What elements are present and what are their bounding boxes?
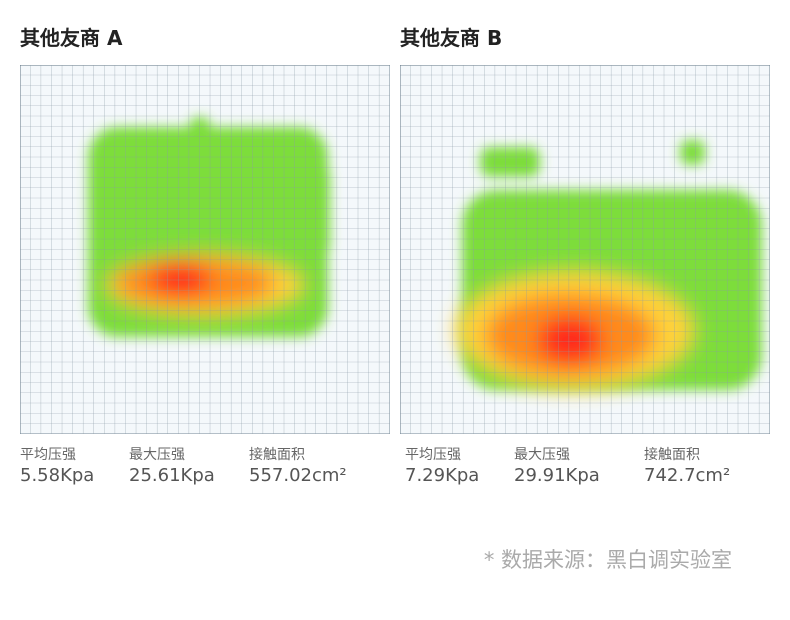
heatmap xyxy=(20,65,390,434)
stat-value: 5.58Kpa xyxy=(20,465,95,486)
stat-label: 平均压强 xyxy=(405,447,461,463)
footnote: * 数据来源：黑白调实验室 xyxy=(483,548,732,572)
stat-label: 平均压强 xyxy=(20,447,76,463)
stat-value: 25.61Kpa xyxy=(129,465,215,486)
stat-value: 557.02cm² xyxy=(249,465,347,486)
heatmap xyxy=(400,65,770,434)
panel-title: 其他友商 A xyxy=(20,26,123,50)
grid xyxy=(20,65,390,434)
stat-label: 接触面积 xyxy=(644,447,700,463)
grid xyxy=(400,65,770,434)
stat-value: 29.91Kpa xyxy=(514,465,600,486)
stat-value: 7.29Kpa xyxy=(405,465,480,486)
stat-label: 接触面积 xyxy=(249,447,305,463)
stat-value: 742.7cm² xyxy=(644,465,731,486)
panel-title: 其他友商 B xyxy=(400,26,503,50)
stat-label: 最大压强 xyxy=(514,447,570,463)
stat-label: 最大压强 xyxy=(129,447,185,463)
